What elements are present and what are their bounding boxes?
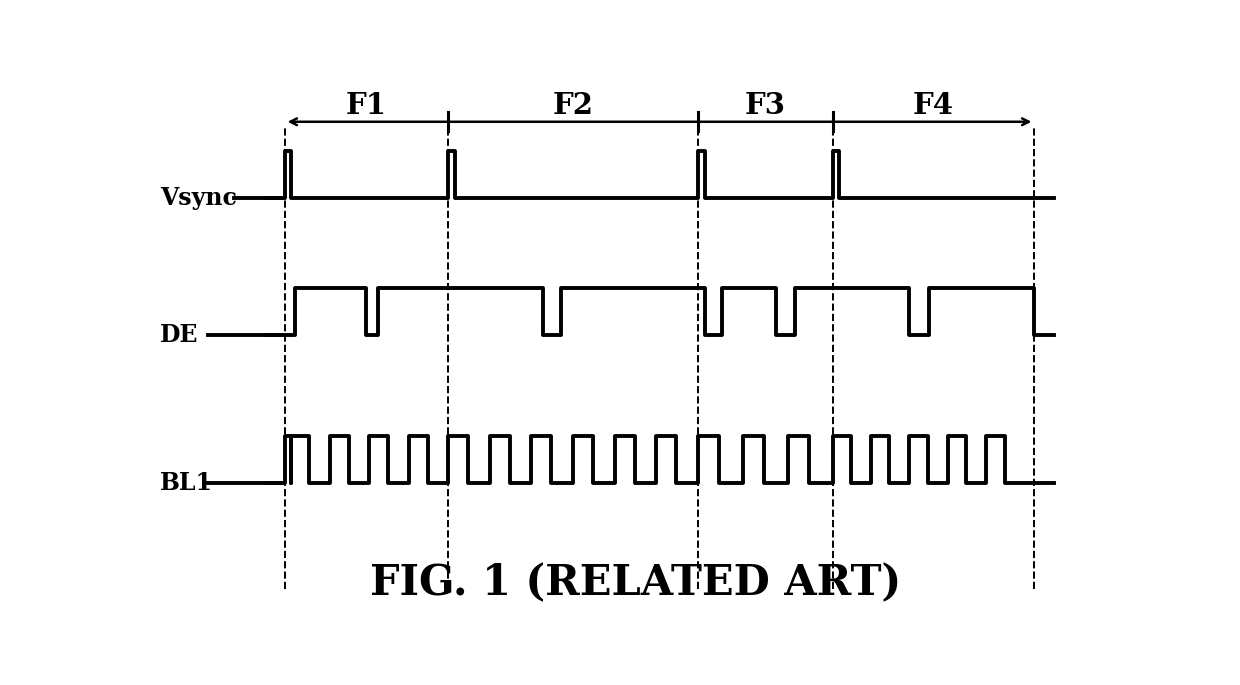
Text: FIG. 1 (RELATED ART): FIG. 1 (RELATED ART): [370, 562, 901, 604]
Text: F2: F2: [553, 91, 594, 121]
Text: DE: DE: [160, 323, 198, 347]
Text: F3: F3: [745, 91, 786, 121]
Text: Vsync: Vsync: [160, 186, 237, 210]
Text: F4: F4: [913, 91, 954, 121]
Text: BL1: BL1: [160, 471, 213, 495]
Text: F1: F1: [346, 91, 387, 121]
